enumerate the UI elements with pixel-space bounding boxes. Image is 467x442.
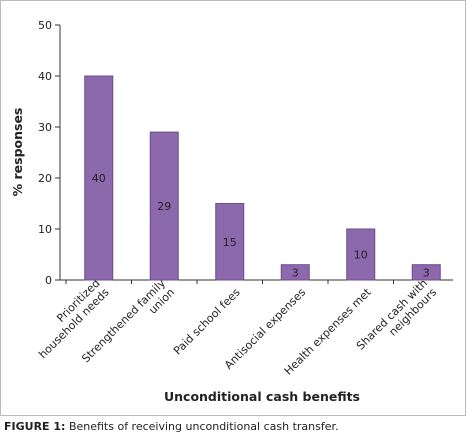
x-axis-title: Unconditional cash benefits [164, 389, 360, 404]
y-tick-label: 20 [38, 172, 52, 185]
caption: FIGURE 1: Benefits of receiving uncondit… [4, 420, 339, 433]
value-label: 40 [92, 172, 106, 185]
value-label: 29 [157, 200, 171, 213]
caption-text: Benefits of receiving unconditional cash… [68, 420, 339, 433]
bar [280, 264, 310, 281]
y-tick-label: 30 [38, 121, 52, 134]
value-label: 3 [292, 266, 299, 279]
chart: % responses Unconditional cash benefits … [0, 0, 466, 416]
y-tick-label: 40 [38, 70, 52, 83]
y-axis-title: % responses [10, 108, 25, 197]
value-label: 3 [423, 266, 430, 279]
bar [411, 264, 441, 281]
y-tick-label: 0 [45, 274, 52, 287]
bar [149, 131, 179, 281]
value-label: 10 [354, 249, 368, 262]
bar [84, 75, 114, 281]
chart-frame [0, 0, 466, 416]
y-tick-label: 50 [38, 19, 52, 32]
value-label: 15 [223, 236, 237, 249]
x-tick-label: Paid school fees [171, 286, 243, 358]
bar [346, 228, 376, 281]
x-tick-label-line: Paid school fees [171, 286, 243, 358]
caption-label: FIGURE 1: [4, 420, 66, 433]
y-tick-label: 10 [38, 223, 52, 236]
bar [215, 203, 245, 281]
